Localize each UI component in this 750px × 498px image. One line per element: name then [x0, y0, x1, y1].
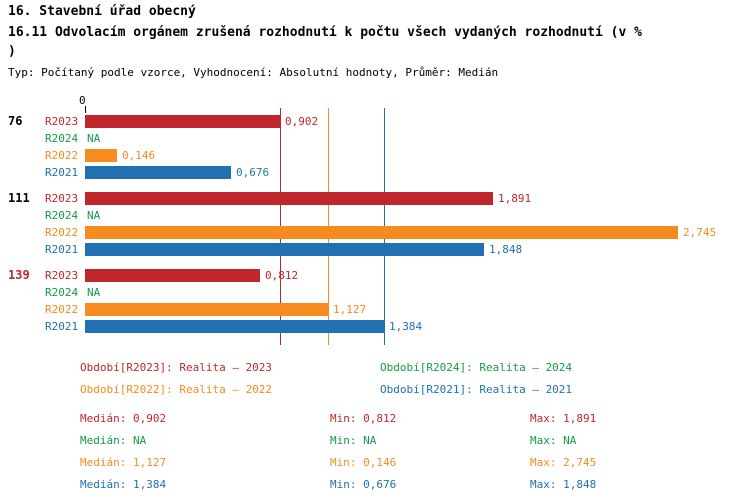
bar-r2021 — [85, 243, 484, 256]
bar-row-r2024: R2024 NA — [0, 284, 750, 301]
axis-origin-tick — [85, 106, 86, 113]
bar-r2023 — [85, 192, 493, 205]
series-label-r2024: R2024 — [45, 132, 79, 145]
series-label-r2021: R2021 — [45, 320, 79, 333]
bar-value-label: NA — [87, 286, 101, 299]
bar-r2023 — [85, 115, 280, 128]
stats-row-r2024: Medián: NA Min: NA Max: NA — [80, 434, 596, 456]
bar-r2022 — [85, 226, 678, 239]
stat-median: Medián: 1,127 — [80, 456, 167, 469]
chart-group-111: 111 R2023 1,891 R2024 NA R2022 2,745 R2021 1,848 — [0, 190, 750, 258]
bar-r2022 — [85, 303, 328, 316]
series-label-r2023: R2023 — [45, 192, 79, 205]
series-label-r2024: R2024 — [45, 286, 79, 299]
bar-value-label: 1,848 — [489, 243, 523, 256]
bar-r2023 — [85, 269, 260, 282]
chart-group-139: 139 R2023 0,812 R2024 NA R2022 1,127 R2021 1,384 — [0, 267, 750, 335]
bar-chart: 0 76 R2023 0,902 R2024 NA R2022 0,146 R2021 0,67… — [0, 94, 750, 345]
axis-origin-label: 0 — [79, 94, 86, 107]
stat-min: Min: NA — [330, 434, 377, 447]
legend: Období[R2023]: Realita – 2023 Období[R202… — [80, 361, 572, 397]
indicator-meta: Typ: Počítaný podle vzorce, Vyhodnocení:… — [8, 66, 499, 79]
bar-row-r2021: R2021 1,848 — [0, 241, 750, 258]
series-label-r2023: R2023 — [45, 269, 79, 282]
stat-min: Min: 0,146 — [330, 456, 397, 469]
stat-max: Max: 1,848 — [530, 478, 597, 491]
stat-min: Min: 0,812 — [330, 412, 397, 425]
bar-row-r2023: R2023 0,902 — [0, 113, 750, 130]
stat-median: Medián: 1,384 — [80, 478, 167, 491]
bar-r2022 — [85, 149, 117, 162]
bar-value-label: NA — [87, 132, 101, 145]
bar-row-r2024: R2024 NA — [0, 207, 750, 224]
bar-r2021 — [85, 166, 231, 179]
bar-value-label: 1,127 — [333, 303, 367, 316]
stat-median: Medián: 0,902 — [80, 412, 167, 425]
bar-row-r2023: R2023 1,891 — [0, 190, 750, 207]
stat-median: Medián: NA — [80, 434, 147, 447]
bar-row-r2022: R2022 0,146 — [0, 147, 750, 164]
bar-row-r2021: R2021 0,676 — [0, 164, 750, 181]
bar-value-label: 1,891 — [498, 192, 532, 205]
series-label-r2021: R2021 — [45, 166, 79, 179]
bar-value-label: 0,812 — [265, 269, 299, 282]
stat-min: Min: 0,676 — [330, 478, 397, 491]
legend-item-r2023: Období[R2023]: Realita – 2023 — [80, 361, 273, 374]
stats-row-r2021: Medián: 1,384 Min: 0,676 Max: 1,848 — [80, 478, 596, 498]
series-label-r2022: R2022 — [45, 303, 79, 316]
bar-row-r2022: R2022 1,127 — [0, 301, 750, 318]
bar-row-r2023: R2023 0,812 — [0, 267, 750, 284]
bar-value-label: NA — [87, 209, 101, 222]
stat-max: Max: 1,891 — [530, 412, 597, 425]
bar-r2021 — [85, 320, 384, 333]
legend-item-r2021: Období[R2021]: Realita – 2021 — [380, 383, 573, 396]
stat-max: Max: NA — [530, 434, 577, 447]
bar-value-label: 1,384 — [389, 320, 423, 333]
bar-value-label: 0,146 — [122, 149, 156, 162]
page-title: 16. Stavební úřad obecný — [8, 4, 196, 19]
series-label-r2024: R2024 — [45, 209, 79, 222]
stats-table: Medián: 0,902 Min: 0,812 Max: 1,891 Medián:… — [80, 412, 596, 498]
group-count-label: 111 — [8, 191, 30, 205]
bar-value-label: 0,676 — [236, 166, 270, 179]
legend-item-r2022: Období[R2022]: Realita – 2022 — [80, 383, 273, 396]
stats-row-r2022: Medián: 1,127 Min: 0,146 Max: 2,745 — [80, 456, 596, 478]
bar-value-label: 2,745 — [683, 226, 717, 239]
group-count-label: 76 — [8, 114, 23, 128]
bar-row-r2021: R2021 1,384 — [0, 318, 750, 335]
bar-row-r2022: R2022 2,745 — [0, 224, 750, 241]
series-label-r2021: R2021 — [45, 243, 79, 256]
stat-max: Max: 2,745 — [530, 456, 597, 469]
chart-groups: 76 R2023 0,902 R2024 NA R2022 0,146 R2021 0,676 1… — [0, 113, 750, 344]
series-label-r2022: R2022 — [45, 149, 79, 162]
legend-item-r2024: Období[R2024]: Realita – 2024 — [380, 361, 573, 374]
group-count-label: 139 — [8, 268, 30, 282]
series-label-r2023: R2023 — [45, 115, 79, 128]
chart-group-76: 76 R2023 0,902 R2024 NA R2022 0,146 R2021 0,676 — [0, 113, 750, 181]
series-label-r2022: R2022 — [45, 226, 79, 239]
indicator-subtitle: 16.11 Odvolacím orgánem zrušená rozhodnu… — [8, 25, 642, 59]
bar-value-label: 0,902 — [285, 115, 319, 128]
stats-row-r2023: Medián: 0,902 Min: 0,812 Max: 1,891 — [80, 412, 596, 434]
bar-row-r2024: R2024 NA — [0, 130, 750, 147]
